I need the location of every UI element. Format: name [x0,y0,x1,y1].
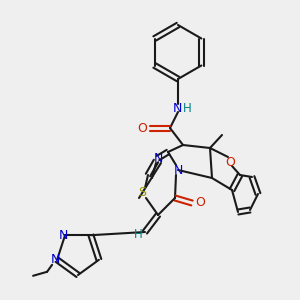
Text: S: S [138,187,146,200]
Text: H: H [134,227,142,241]
Text: O: O [137,122,147,134]
Text: O: O [195,196,205,209]
Text: H: H [183,101,191,115]
Text: N: N [58,229,68,242]
Text: O: O [225,155,235,169]
Text: N: N [173,164,183,176]
Text: N: N [50,253,60,266]
Text: N: N [153,152,163,164]
Text: N: N [172,101,182,115]
